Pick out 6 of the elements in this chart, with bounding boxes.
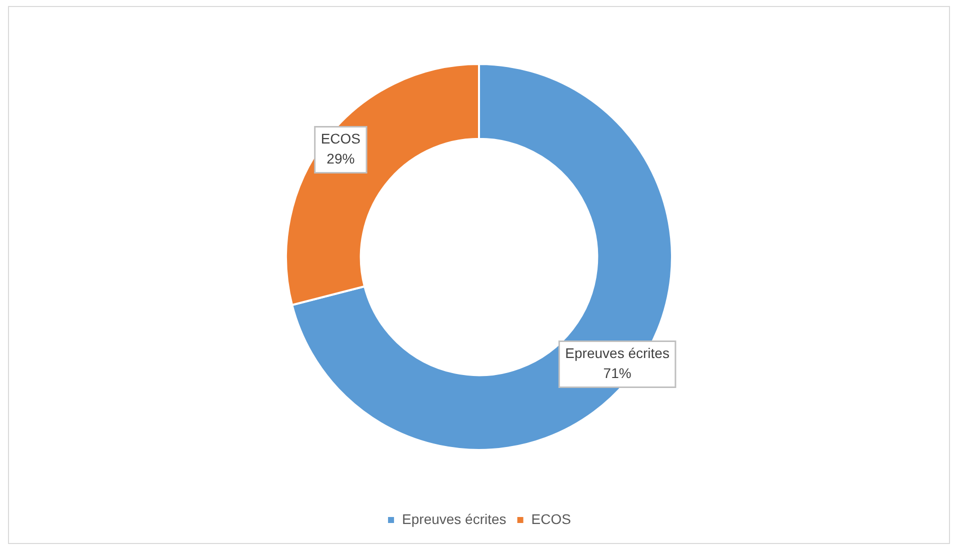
legend-label: ECOS: [531, 510, 571, 527]
legend-label: Epreuves écrites: [402, 510, 506, 527]
data-label: 71%: [603, 365, 632, 382]
slice-label: ECOS: [320, 130, 361, 147]
slice-label: Epreuves écrites: [565, 345, 670, 362]
data-label: 29%: [326, 150, 355, 167]
